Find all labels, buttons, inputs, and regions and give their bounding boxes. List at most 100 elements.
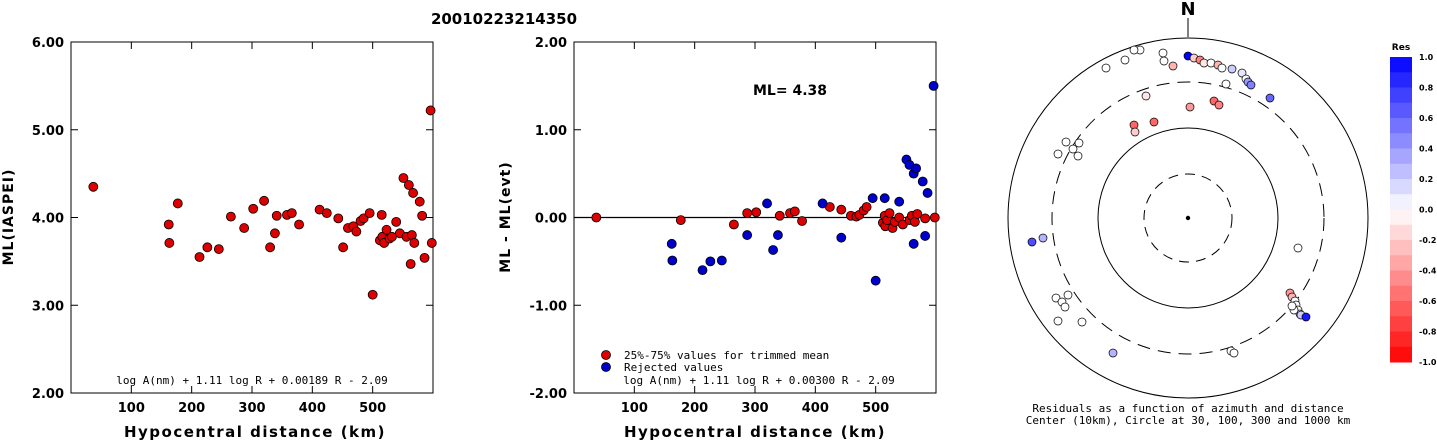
- station-point: [1158, 48, 1168, 58]
- colorbar-tick-label: -0.2: [1419, 236, 1437, 245]
- x-tick-label: 100: [118, 401, 145, 416]
- station-point: [1227, 64, 1237, 74]
- station-point: [1159, 56, 1169, 66]
- legend-label-rejected: Rejected values: [624, 361, 723, 374]
- y-axis-label: ML(IASPEI): [1, 169, 17, 266]
- station-point: [1108, 348, 1118, 358]
- x-tick-label: 200: [178, 401, 205, 416]
- x-tick-label: 100: [621, 401, 648, 416]
- data-point: [381, 224, 392, 235]
- colorbar-tick-label: 0.8: [1419, 84, 1434, 93]
- colorbar-cell: [1390, 194, 1412, 210]
- caption-line-2: Center (10km), Circle at 30, 100, 300 an…: [1026, 414, 1351, 427]
- x-tick-label: 500: [359, 401, 386, 416]
- data-point: [716, 255, 727, 266]
- station-point: [1265, 93, 1275, 103]
- station-point: [1074, 138, 1084, 148]
- data-point: [426, 238, 437, 248]
- legend-marker-trimmed: [601, 350, 611, 360]
- panel-ml-residual: -2.00 -1.00 0.00 1.00 2.00 100 200 300 400 500 M…: [498, 36, 940, 441]
- data-point: [666, 238, 677, 249]
- station-point: [1060, 302, 1070, 312]
- station-point: [1237, 68, 1247, 78]
- colorbar-cell: [1390, 118, 1412, 134]
- data-point: [333, 213, 344, 224]
- data-point: [789, 206, 800, 217]
- station-point: [1120, 55, 1130, 65]
- y-tick-label: -2.00: [530, 387, 567, 402]
- colorbar-cell: [1390, 148, 1412, 165]
- station-point: [1217, 63, 1227, 73]
- data-point: [398, 173, 409, 183]
- colorbar-cell: [1390, 316, 1412, 332]
- center-marker: [1185, 215, 1191, 221]
- data-point: [922, 188, 933, 198]
- colorbar-tick-label: 0.4: [1419, 145, 1434, 154]
- panel-ml-iaspei: 2.00 3.00 4.00 5.00 6.00 100 200 300 400 500 ML(…: [1, 36, 437, 441]
- colorbar-cell: [1390, 87, 1412, 104]
- caption-line-1: Residuals as a function of azimuth and d…: [1032, 402, 1343, 415]
- data-point: [403, 180, 414, 190]
- data-point: [861, 202, 872, 212]
- data-point: [870, 275, 881, 286]
- ring-1000km: [1007, 37, 1369, 399]
- x-tick-label: 300: [238, 401, 265, 416]
- data-point: [321, 208, 332, 219]
- y-tick-label: 3.00: [32, 299, 64, 314]
- colorbar: Res 1.0 0.8 0.6 0.4 0.2 0.0 -0.2 -0.4 -0.6 -0.8 -1…: [1390, 43, 1437, 367]
- data-point: [912, 209, 923, 219]
- data-point: [817, 198, 828, 209]
- colorbar-tick-label: 0.2: [1419, 175, 1433, 184]
- data-point: [751, 207, 762, 218]
- colorbar-tick-label: -0.4: [1419, 267, 1437, 276]
- legend-marker-rejected: [601, 362, 611, 372]
- data-point: [742, 208, 753, 219]
- x-axis-label: Hypocentral distance (km): [124, 423, 386, 441]
- station-point: [1141, 91, 1151, 101]
- data-point: [419, 252, 430, 263]
- colorbar-cell: [1390, 102, 1412, 119]
- colorbar-cell: [1390, 285, 1412, 302]
- station-point: [1061, 137, 1071, 147]
- data-point: [797, 216, 807, 226]
- ring-300km: [1051, 81, 1325, 355]
- data-point: [194, 252, 205, 262]
- data-point: [225, 211, 236, 222]
- colorbar-cell: [1390, 72, 1412, 88]
- colorbar-cell: [1390, 331, 1412, 348]
- x-tick-label: 400: [802, 401, 829, 416]
- station-point: [1129, 45, 1139, 55]
- legend-label-trimmed: 25%-75% values for trimmed mean: [624, 349, 829, 362]
- y-tick-label: 0.00: [535, 212, 567, 227]
- station-point: [1287, 301, 1297, 311]
- colorbar-cell: [1390, 270, 1412, 287]
- data-point: [405, 259, 416, 269]
- colorbar-tick-label: -0.6: [1419, 297, 1437, 306]
- station-point: [1053, 149, 1063, 159]
- y-tick-label: 5.00: [32, 124, 64, 139]
- station-point: [1101, 63, 1111, 73]
- data-point: [920, 231, 931, 241]
- colorbar-cell: [1390, 301, 1412, 317]
- station-point: [1293, 243, 1303, 253]
- colorbar-cell: [1390, 179, 1412, 195]
- data-point: [884, 208, 895, 219]
- data-point: [836, 232, 847, 243]
- colorbar-cell: [1390, 133, 1412, 149]
- station-point: [1168, 61, 1178, 71]
- colorbar-cell: [1390, 346, 1412, 363]
- station-point: [1301, 312, 1311, 322]
- data-point: [742, 230, 753, 240]
- data-point: [928, 80, 939, 91]
- station-point: [1051, 293, 1061, 303]
- station-point: [1068, 144, 1078, 154]
- data-point: [920, 213, 931, 224]
- data-point: [163, 219, 174, 230]
- y-tick-label: 2.00: [535, 36, 567, 51]
- data-point: [591, 212, 602, 223]
- data-point: [248, 203, 259, 214]
- data-point: [773, 230, 783, 240]
- data-point: [172, 198, 183, 209]
- station-point: [1149, 117, 1159, 127]
